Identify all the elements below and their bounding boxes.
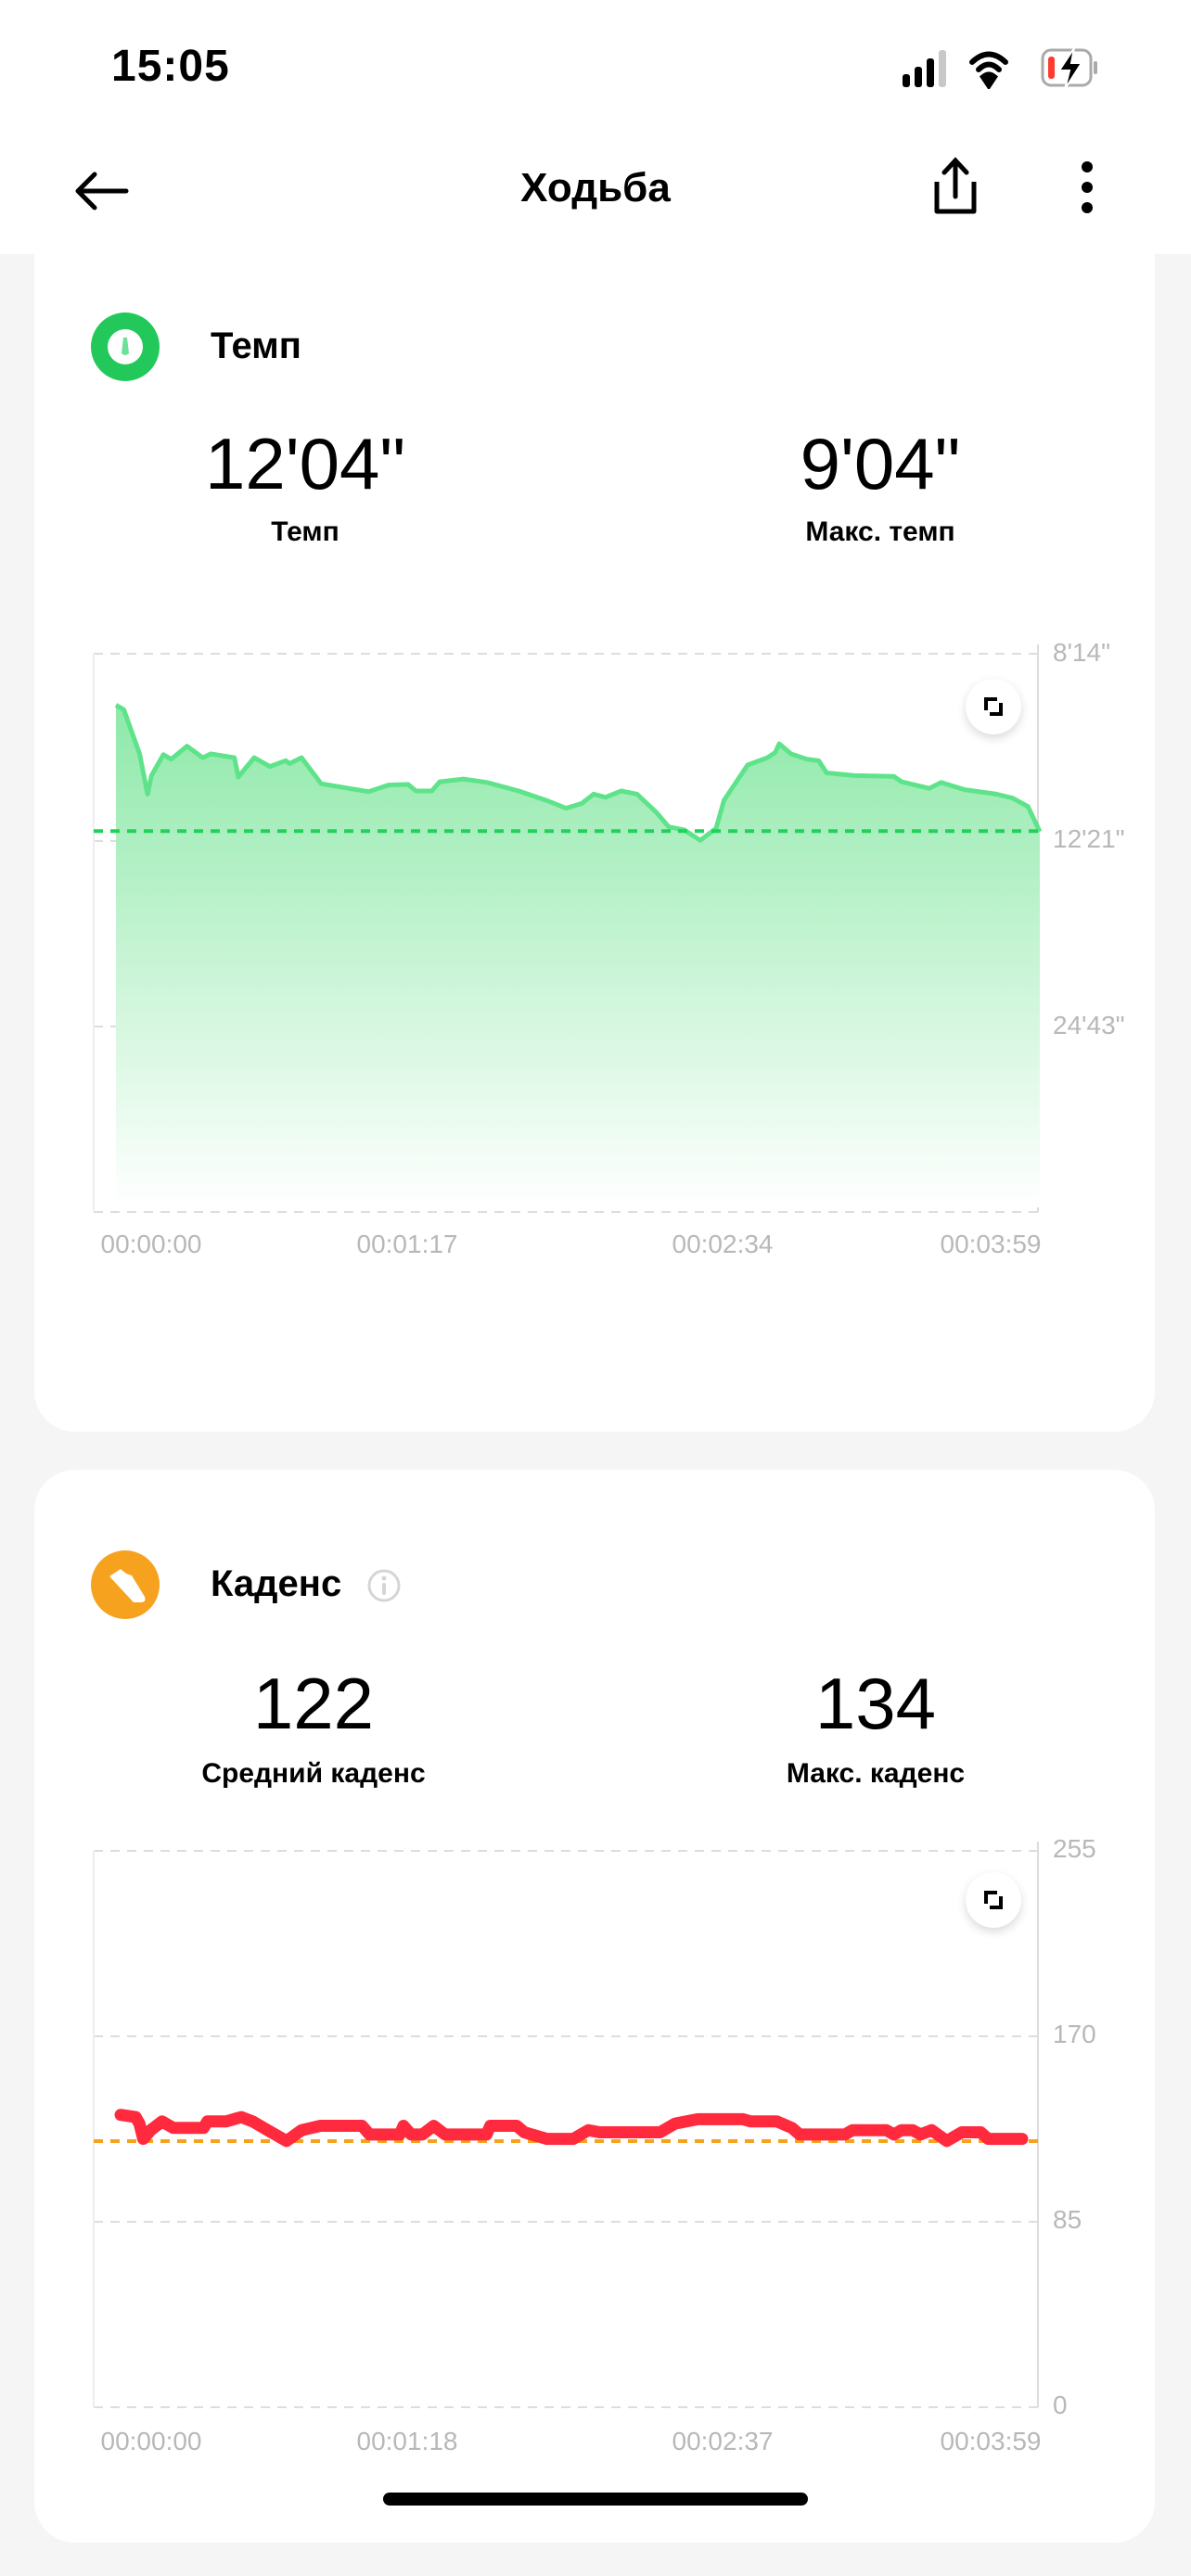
cellular-signal-icon: [903, 50, 946, 87]
pace-line: [114, 703, 1043, 843]
pace-expand-button[interactable]: [966, 679, 1021, 734]
speedometer-icon: [91, 312, 160, 381]
cadence-line: [114, 2109, 1029, 2148]
shoe-icon: [91, 1550, 160, 1619]
status-icons: [903, 47, 1097, 89]
pace-title: Темп: [211, 325, 301, 366]
max-pace-value: 9'04": [800, 423, 961, 504]
avg-cadence-label: Средний каденс: [201, 1758, 426, 1789]
arrow-left-icon[interactable]: [72, 167, 132, 215]
page-title: Ходьба: [520, 165, 671, 210]
more-vertical-icon[interactable]: [1076, 159, 1098, 215]
pace-x-tick: 00:03:59: [940, 1230, 1042, 1258]
cadence-y-tick: 85: [1053, 2205, 1082, 2234]
cadence-y-tick: 0: [1053, 2391, 1068, 2419]
info-icon[interactable]: [366, 1568, 402, 1603]
pace-x-tick: 00:02:34: [672, 1230, 774, 1258]
expand-icon: [984, 1891, 1003, 1909]
cadence-y-tick: 170: [1053, 2020, 1096, 2048]
home-indicator[interactable]: [383, 2493, 808, 2506]
pace-y-tick: 12'21": [1053, 824, 1125, 853]
pace-y-tick: 8'14": [1053, 638, 1111, 667]
wifi-icon: [969, 51, 1008, 89]
pace-y-tick: 24'43": [1053, 1011, 1125, 1039]
battery-charging-icon: [1041, 47, 1097, 89]
cadence-card: [34, 1470, 1155, 2543]
cadence-x-tick: 00:02:37: [672, 2427, 774, 2455]
cadence-x-tick: 00:00:00: [100, 2427, 202, 2455]
cadence-title: Каденс: [211, 1563, 342, 1604]
pace-x-tick: 00:00:00: [100, 1230, 202, 1258]
expand-icon: [984, 697, 1003, 716]
max-cadence-value: 134: [814, 1663, 937, 1744]
cadence-x-tick: 00:01:18: [356, 2427, 458, 2455]
pace-chart: [93, 644, 1043, 1213]
avg-pace-label: Темп: [271, 516, 339, 547]
cadence-x-tick: 00:03:59: [940, 2427, 1042, 2455]
cadence-expand-button[interactable]: [966, 1872, 1021, 1928]
cadence-chart: [93, 1842, 1039, 2408]
pace-x-tick: 00:01:17: [356, 1230, 458, 1258]
avg-cadence-value: 122: [252, 1663, 375, 1744]
status-time: 15:05: [111, 42, 230, 91]
share-icon[interactable]: [928, 156, 983, 217]
top-bar: [0, 0, 1191, 254]
cadence-y-tick: 255: [1053, 1834, 1096, 1863]
avg-pace-value: 12'04": [204, 423, 406, 504]
max-pace-label: Макс. темп: [805, 516, 955, 547]
max-cadence-label: Макс. каденс: [786, 1758, 966, 1789]
